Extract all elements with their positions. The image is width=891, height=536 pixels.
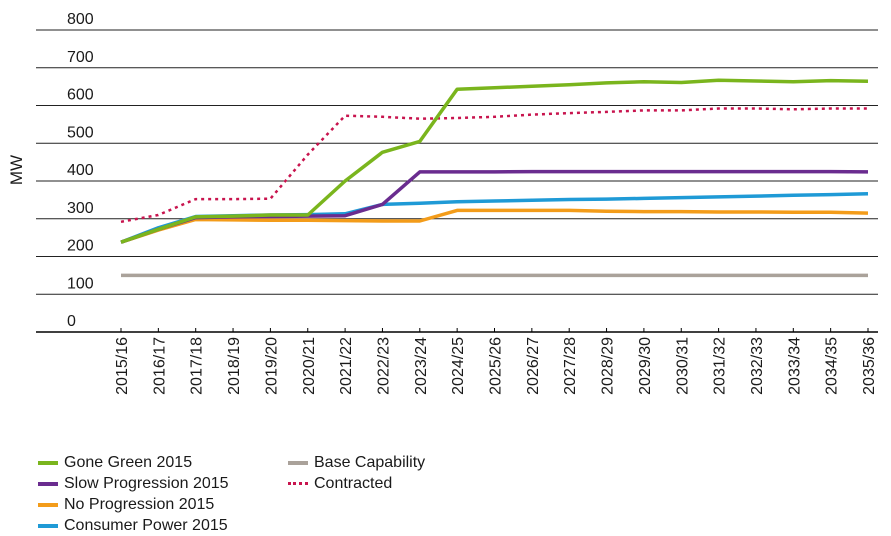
legend-item-gone-green: Gone Green 2015: [38, 452, 288, 473]
x-tick-label: 2030/31: [674, 337, 691, 395]
x-tick-label: 2020/21: [301, 337, 318, 395]
y-tick-label: 600: [67, 87, 94, 104]
y-tick-label: 0: [67, 313, 76, 330]
legend-label: Gone Green 2015: [64, 453, 193, 471]
series-lines: [120, 78, 869, 278]
legend-item-no-progression: No Progression 2015: [38, 494, 288, 515]
series-line-slow-progression-2015: [120, 169, 869, 244]
legend-item-consumer-power: Consumer Power 2015: [38, 515, 288, 536]
legend-label: Contracted: [314, 474, 393, 492]
x-tick-label: 2031/32: [712, 337, 729, 395]
legend-label: No Progression 2015: [64, 495, 215, 513]
line-chart: 0 100 200 300 400 500 600 700 800 2015/16 2016/17…: [7, 11, 878, 395]
legend-swatch: [288, 460, 308, 465]
y-tick-label: 800: [67, 11, 94, 28]
x-tick-label: 2023/24: [413, 337, 430, 395]
y-tick-label: 200: [67, 238, 94, 255]
y-axis-label: MW: [7, 155, 26, 185]
x-tick-label: 2034/35: [824, 337, 841, 395]
legend-label: Base Capability: [314, 453, 426, 471]
x-tick-label: 2019/20: [263, 337, 280, 395]
legend-label: Consumer Power 2015: [64, 516, 228, 534]
x-tick-label: 2021/22: [338, 337, 355, 395]
x-tick-label: 2035/36: [861, 337, 878, 395]
x-axis-ticks: 2015/16 2016/17 2017/18 2018/19 2019/20 2020/…: [114, 328, 878, 395]
legend-swatch: [38, 502, 58, 507]
series-line-no-progression-2015: [120, 208, 869, 244]
legend: Gone Green 2015 Base Capability Slow Pro…: [38, 452, 598, 536]
x-tick-label: 2017/18: [189, 337, 206, 395]
legend-swatch: [38, 523, 58, 528]
x-tick-label: 2022/23: [375, 337, 392, 395]
x-tick-label: 2027/28: [562, 337, 579, 395]
x-tick-label: 2025/26: [488, 337, 505, 395]
legend-item-slow-progression: Slow Progression 2015: [38, 473, 288, 494]
x-tick-label: 2033/34: [786, 337, 803, 395]
x-tick-label: 2028/29: [600, 337, 617, 395]
x-tick-label: 2018/19: [226, 337, 243, 395]
x-tick-label: 2016/17: [151, 337, 168, 395]
legend-item-base-capability: Base Capability: [288, 452, 538, 473]
y-tick-label: 400: [67, 162, 94, 179]
y-tick-label: 100: [67, 275, 94, 292]
legend-item-contracted: Contracted: [288, 473, 538, 494]
y-tick-label: 700: [67, 49, 94, 66]
y-axis-ticks: 0 100 200 300 400 500 600 700 800: [67, 11, 94, 330]
legend-swatch: [38, 481, 58, 486]
x-tick-label: 2015/16: [114, 337, 131, 395]
y-tick-label: 300: [67, 200, 94, 217]
series-line-gone-green-2015: [120, 78, 869, 244]
x-tick-label: 2029/30: [637, 337, 654, 395]
x-tick-label: 2032/33: [749, 337, 766, 395]
x-tick-label: 2024/25: [450, 337, 467, 395]
series-line-contracted: [120, 107, 868, 224]
y-tick-label: 500: [67, 124, 94, 141]
legend-swatch: [288, 482, 308, 485]
gridlines: [36, 29, 878, 333]
x-tick-label: 2026/27: [525, 337, 542, 395]
legend-swatch: [38, 460, 58, 465]
legend-label: Slow Progression 2015: [64, 474, 229, 492]
